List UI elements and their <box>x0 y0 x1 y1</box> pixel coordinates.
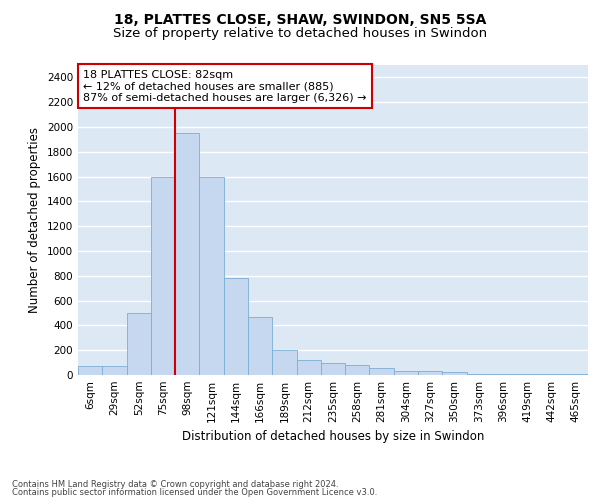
X-axis label: Distribution of detached houses by size in Swindon: Distribution of detached houses by size … <box>182 430 484 444</box>
Bar <box>345 365 370 375</box>
Text: 18 PLATTES CLOSE: 82sqm
← 12% of detached houses are smaller (885)
87% of semi-d: 18 PLATTES CLOSE: 82sqm ← 12% of detache… <box>83 70 367 103</box>
Y-axis label: Number of detached properties: Number of detached properties <box>28 127 41 313</box>
Bar <box>564 374 588 375</box>
Bar <box>102 366 127 375</box>
Text: Size of property relative to detached houses in Swindon: Size of property relative to detached ho… <box>113 28 487 40</box>
Bar <box>175 133 199 375</box>
Text: 18, PLATTES CLOSE, SHAW, SWINDON, SN5 5SA: 18, PLATTES CLOSE, SHAW, SWINDON, SN5 5S… <box>114 12 486 26</box>
Bar <box>370 368 394 375</box>
Bar <box>491 374 515 375</box>
Bar <box>199 176 224 375</box>
Bar <box>418 372 442 375</box>
Text: Contains HM Land Registry data © Crown copyright and database right 2024.: Contains HM Land Registry data © Crown c… <box>12 480 338 489</box>
Bar <box>515 374 539 375</box>
Bar <box>151 176 175 375</box>
Bar <box>321 362 345 375</box>
Bar <box>539 374 564 375</box>
Bar <box>442 372 467 375</box>
Bar <box>224 278 248 375</box>
Bar <box>248 316 272 375</box>
Bar <box>78 366 102 375</box>
Bar <box>296 360 321 375</box>
Text: Contains public sector information licensed under the Open Government Licence v3: Contains public sector information licen… <box>12 488 377 497</box>
Bar <box>394 372 418 375</box>
Bar <box>127 313 151 375</box>
Bar <box>467 374 491 375</box>
Bar <box>272 350 296 375</box>
